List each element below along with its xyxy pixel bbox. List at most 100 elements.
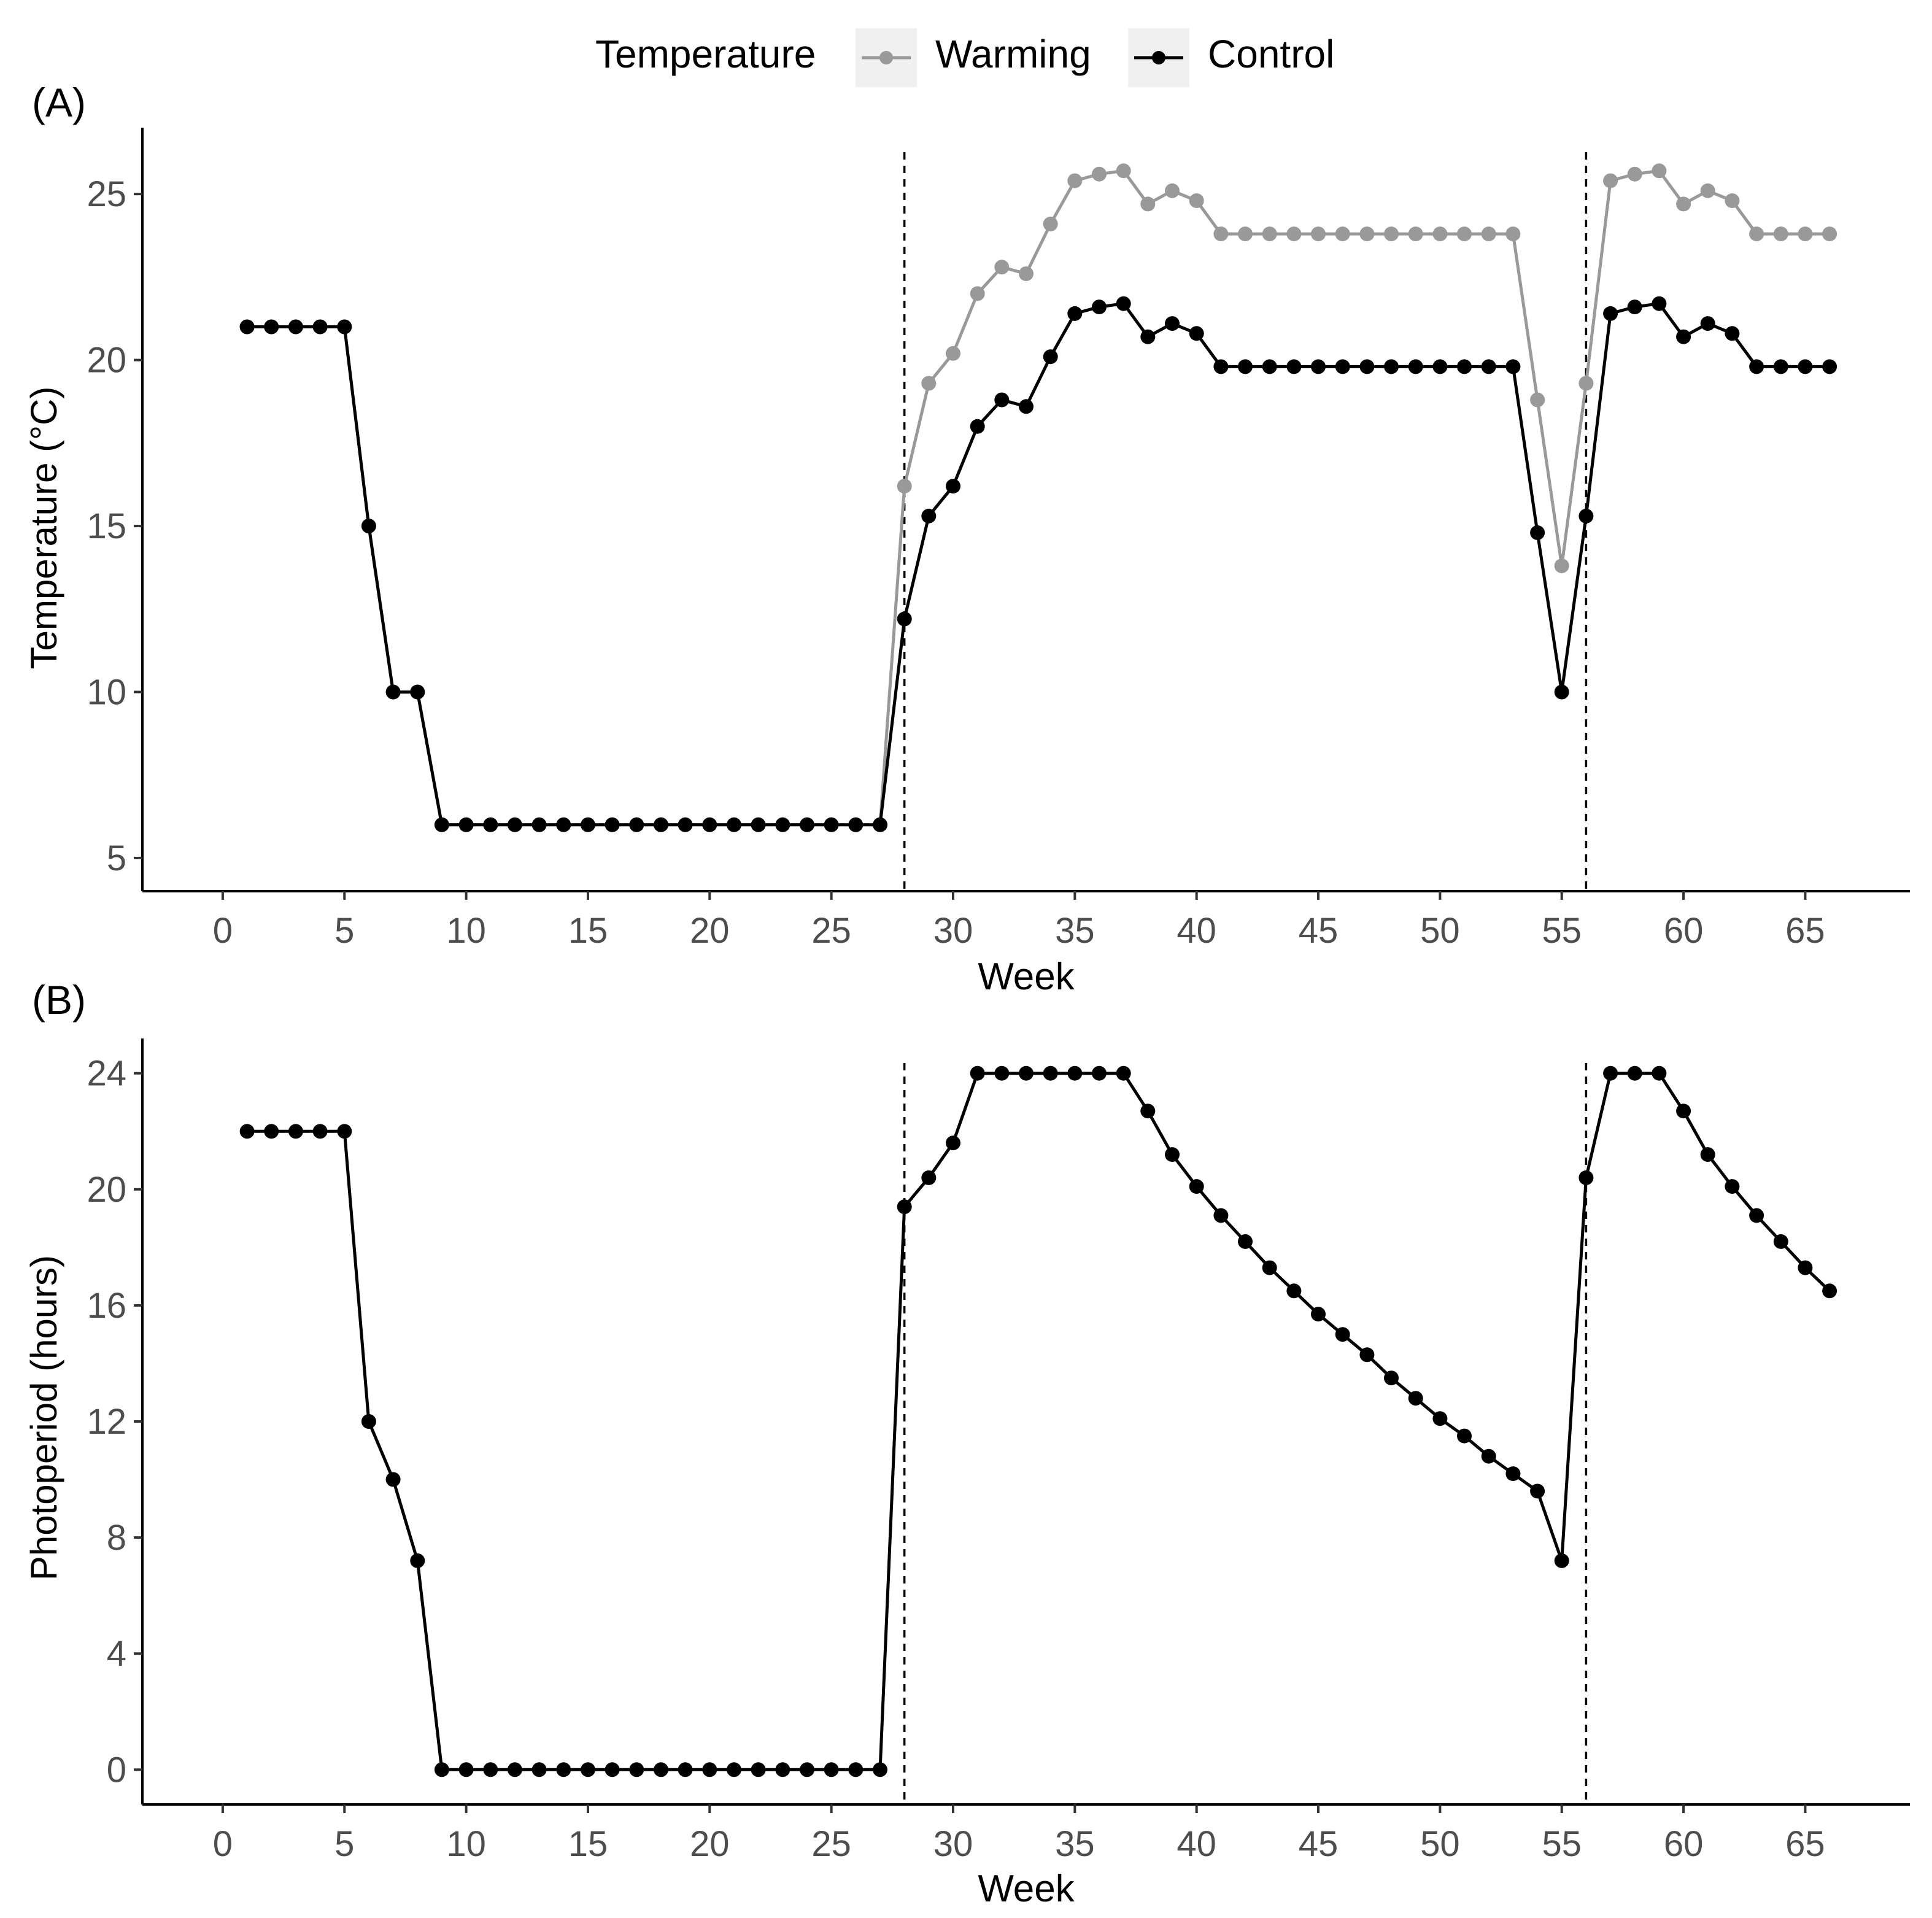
panel-b-x-tick-label: 30 [933,1824,973,1864]
panel-b-point-photoperiod [337,1124,352,1139]
panel-a-point-control [702,817,717,832]
panel-b-point-photoperiod [361,1414,376,1429]
panel-a-point-control [921,508,937,524]
panel-a-point-control [994,392,1010,408]
panel-b-point-photoperiod [581,1762,595,1777]
panel-b-x-tick-label: 15 [568,1824,608,1864]
panel-a-point-control [288,319,303,334]
panel-b-x-tick-label: 50 [1420,1824,1460,1864]
panel-a-point-control [1213,359,1229,374]
panel-a-point-control [1189,326,1204,341]
panel-b-point-photoperiod [629,1762,644,1777]
panel-b-point-photoperiod [1116,1065,1131,1081]
panel-b-point-photoperiod [1019,1065,1034,1081]
panel-b-y-tick-label: 4 [107,1634,126,1674]
panel-b-point-photoperiod [1043,1065,1058,1081]
panel-a-point-control [1286,359,1302,374]
legend-marker-control [1152,51,1165,64]
panel-b-y-tick-label: 24 [87,1054,126,1094]
panel-a-point-control [1725,326,1740,341]
legend-label-warming: Warming [935,32,1091,76]
panel-b-x-tick-label: 55 [1542,1824,1582,1864]
panel-a-point-control [1019,399,1034,414]
panel-b-x-tick-label: 25 [811,1824,851,1864]
panel-a-point-control [312,319,328,334]
panel-a-point-control [1773,359,1788,374]
panel-a-x-tick-label: 15 [568,911,608,951]
panel-b-point-photoperiod [1749,1208,1764,1223]
panel-a-point-control [1481,359,1496,374]
panel-a-point-control [1676,329,1691,344]
panel-b-point-photoperiod [702,1762,717,1777]
panel-a-point-control [1092,300,1107,315]
panel-b-point-photoperiod [1554,1553,1569,1568]
panel-a-point-control [800,817,814,832]
panel-a-point-control [1140,329,1156,344]
panel-a-point-control [727,817,741,832]
panel-a-point-control [1554,684,1569,700]
panel-b-y-axis-label: Photoperiod (hours) [23,1255,64,1580]
panel-a-point-warming [1286,226,1302,242]
panel-a-point-warming [1335,226,1350,242]
panel-a-point-control [848,817,864,832]
panel-b-point-photoperiod [531,1762,547,1777]
panel-b-point-photoperiod [775,1762,790,1777]
panel-b-point-photoperiod [1359,1347,1375,1363]
panel-a-x-tick-label: 30 [933,911,973,951]
panel-b-point-photoperiod [556,1762,571,1777]
panel-a-point-warming [1822,226,1837,242]
panel-b-point-photoperiod [727,1762,741,1777]
panel-a-point-control [775,817,790,832]
panel-a-x-tick-label: 0 [213,911,233,951]
panel-b-point-photoperiod [824,1762,839,1777]
panel-a-point-control [605,817,620,832]
panel-a-point-control [1043,349,1058,365]
panel-a-point-warming [1700,183,1715,198]
panel-b-point-photoperiod [848,1762,864,1777]
panel-b-point-photoperiod [1238,1234,1253,1249]
panel-a-x-tick-label: 35 [1055,911,1095,951]
panel-a-point-warming [1725,193,1740,208]
panel-b-y-tick-label: 0 [107,1750,126,1790]
panel-b-point-photoperiod [1725,1179,1740,1194]
panel-a-y-axis-label: Temperature (°C) [23,387,64,670]
panel-a-point-control [1652,296,1667,311]
panel-a-point-control [507,817,522,832]
panel-a-point-warming [1262,226,1277,242]
panel-a-point-control [1116,296,1131,311]
legend-label-control: Control [1208,32,1334,76]
panel-a-point-control [337,319,352,334]
panel-b-point-photoperiod [1798,1260,1813,1275]
panel-b-point-photoperiod [1627,1065,1642,1081]
panel-a-point-warming [1457,226,1472,242]
panel-a-y-tick-label: 20 [87,341,126,381]
panel-a-point-control [946,479,960,494]
panel-a-point-control [361,519,376,533]
panel-b-point-photoperiod [483,1762,498,1777]
panel-a-point-warming [1043,216,1058,231]
panel-b-x-tick-label: 45 [1299,1824,1339,1864]
panel-a-point-control [239,319,255,334]
panel-a-point-warming [1384,226,1399,242]
panel-a-point-control [1408,359,1423,374]
panel-a-x-tick-label: 5 [334,911,354,951]
panel-b-label: (B) [32,977,86,1023]
panel-a-x-tick-label: 10 [446,911,486,951]
panel-a-point-control [654,817,668,832]
panel-b-point-photoperiod [1432,1411,1448,1426]
panel-b-y-tick-label: 16 [87,1286,126,1326]
panel-b-plot-area: 0 5 10 15 20 25 30 35 40 45 50 55 60 65 0 4 8 12 16 20 24 [87,1038,1910,1864]
panel-a-point-control [531,817,547,832]
panel-b-point-photoperiod [1262,1260,1277,1275]
panel-a-point-control [1603,306,1618,321]
panel-a-point-control [1432,359,1448,374]
panel-a-point-control [1700,316,1715,331]
panel-b-point-photoperiod [1652,1065,1667,1081]
panel-a-point-warming [1798,226,1813,242]
panel-b-y-tick-label: 12 [87,1402,126,1442]
panel-b-point-photoperiod [1481,1448,1496,1464]
panel-a-x-tick-label: 50 [1420,911,1460,951]
panel-a-x-tick-label: 20 [690,911,730,951]
panel-b-point-photoperiod [1092,1065,1107,1081]
